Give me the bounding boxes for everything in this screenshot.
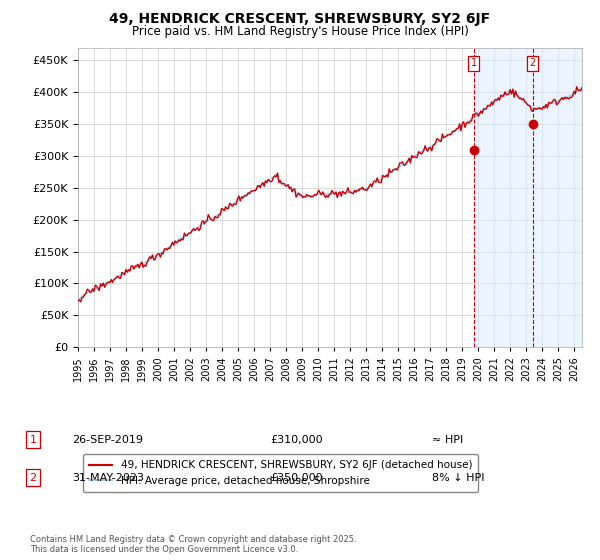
- Text: 2: 2: [530, 58, 536, 68]
- Text: Contains HM Land Registry data © Crown copyright and database right 2025.
This d: Contains HM Land Registry data © Crown c…: [30, 535, 356, 554]
- Text: 1: 1: [29, 435, 37, 445]
- Text: £350,000: £350,000: [270, 473, 323, 483]
- Text: Price paid vs. HM Land Registry's House Price Index (HPI): Price paid vs. HM Land Registry's House …: [131, 25, 469, 38]
- Text: 26-SEP-2019: 26-SEP-2019: [72, 435, 143, 445]
- Bar: [474, 48, 598, 347]
- Text: 1: 1: [471, 58, 477, 68]
- Text: ≈ HPI: ≈ HPI: [432, 435, 463, 445]
- Bar: [582, 48, 598, 347]
- Text: 31-MAY-2023: 31-MAY-2023: [72, 473, 144, 483]
- Text: 8% ↓ HPI: 8% ↓ HPI: [432, 473, 485, 483]
- Text: £310,000: £310,000: [270, 435, 323, 445]
- Text: 49, HENDRICK CRESCENT, SHREWSBURY, SY2 6JF: 49, HENDRICK CRESCENT, SHREWSBURY, SY2 6…: [109, 12, 491, 26]
- Legend: 49, HENDRICK CRESCENT, SHREWSBURY, SY2 6JF (detached house), HPI: Average price,: 49, HENDRICK CRESCENT, SHREWSBURY, SY2 6…: [83, 454, 478, 492]
- Text: 2: 2: [29, 473, 37, 483]
